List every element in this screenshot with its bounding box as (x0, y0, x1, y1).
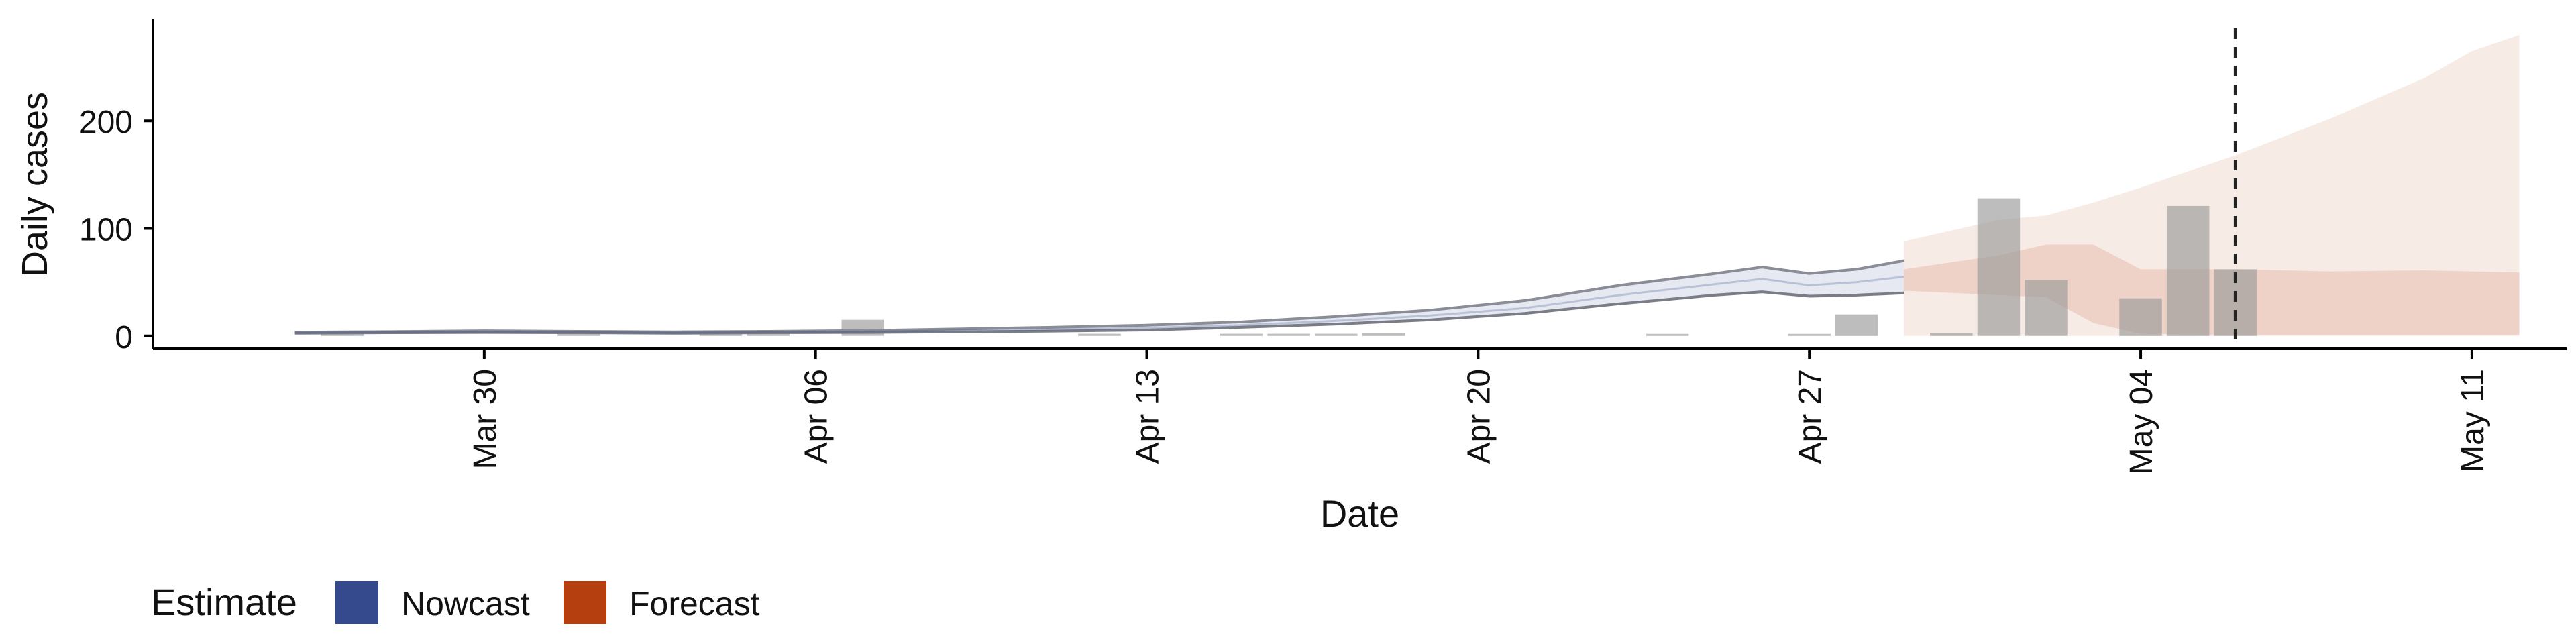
case-bar (1315, 333, 1358, 336)
y-tick-label: 0 (115, 320, 133, 356)
legend-label-forecast: Forecast (629, 585, 760, 623)
case-bar (2025, 280, 2068, 336)
case-bar (2119, 298, 2162, 336)
x-tick-label: Apr 27 (1792, 369, 1828, 464)
case-bar (1267, 333, 1310, 336)
legend: Estimate Nowcast Forecast (151, 581, 760, 624)
nowcast-lower-line (294, 290, 1904, 335)
forecast-outer-band (1904, 35, 2520, 336)
case-bar (2166, 205, 2210, 336)
case-bar (1788, 333, 1831, 336)
legend-swatch-nowcast (335, 581, 378, 624)
x-tick-label: Mar 30 (468, 369, 503, 469)
x-tick-label: Apr 06 (799, 369, 835, 464)
nowcast-lines (294, 259, 1904, 335)
case-bar (1220, 333, 1263, 336)
y-axis-title: Daily cases (15, 92, 55, 277)
legend-label-nowcast: Nowcast (401, 585, 530, 623)
case-bar (699, 333, 743, 336)
case-bar (1977, 198, 2021, 336)
x-ticks: Mar 30 Apr 06 Apr 13 Apr 20 Apr 27 May 04 May … (468, 349, 2491, 474)
x-tick-label: May 11 (2455, 369, 2491, 472)
case-bar (1646, 333, 1689, 336)
case-bar (1930, 333, 1973, 336)
y-tick-label: 200 (79, 105, 133, 140)
forecast-inner-band (1904, 244, 2520, 335)
x-tick-label: May 04 (2124, 369, 2159, 474)
nowcast-upper-line (294, 259, 1904, 334)
nowcast-median-line (294, 276, 1904, 334)
x-tick-label: Apr 20 (1461, 369, 1497, 464)
x-tick-label: Apr 13 (1130, 369, 1166, 464)
interval-bands (294, 35, 2520, 336)
case-bar (1362, 333, 1405, 336)
y-tick-label: 100 (79, 213, 133, 248)
legend-swatch-forecast (564, 581, 606, 624)
x-axis-title: Date (1320, 492, 1399, 535)
legend-title: Estimate (151, 581, 297, 623)
case-bar (1078, 333, 1121, 336)
y-ticks: 0 100 200 (79, 105, 153, 356)
observed-case-bars (321, 198, 2257, 336)
case-bar (321, 333, 364, 336)
nowcast-band (294, 260, 1904, 333)
case-bar (747, 333, 790, 336)
case-bar (1835, 314, 1878, 336)
